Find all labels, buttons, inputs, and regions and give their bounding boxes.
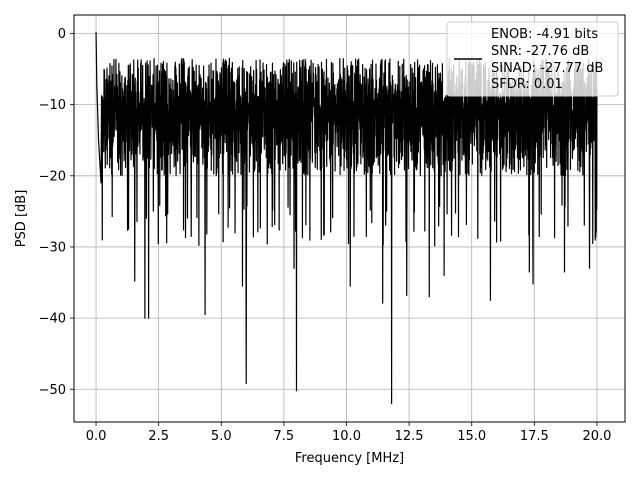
y-tick-label: −30 [39,240,66,255]
y-tick-label: −50 [39,383,66,398]
axes-frame [73,14,626,423]
x-tick-label: 7.5 [274,429,295,444]
y-axis-label: PSD [dB] [14,190,29,248]
y-tick-label: 0 [58,27,66,42]
legend-entry-enob: ENOB: -4.91 bits [491,27,598,42]
legend-box [446,21,619,97]
y-axis-ticks: 0 −10 −20 −30 −40 −50 [39,27,74,398]
legend-entry-sinad: SINAD: -27.77 dB [491,61,603,76]
x-tick-label: 10.0 [332,429,361,444]
x-tick-label: 2.5 [148,429,169,444]
x-tick-label: 20.0 [582,429,611,444]
legend: ENOB: -4.91 bits SNR: -27.76 dB SINAD: -… [446,21,619,97]
x-axis-label: Frequency [MHz] [295,451,404,466]
x-tick-label: 0.0 [86,429,107,444]
y-tick-label: −20 [39,169,66,184]
y-tick-label: −10 [39,98,66,113]
x-tick-label: 15.0 [457,429,486,444]
x-tick-label: 12.5 [395,429,424,444]
psd-series-line [95,32,598,405]
y-tick-label: −40 [39,312,66,327]
series-layer [95,32,598,405]
legend-entry-sfdr: SFDR: 0.01 [491,77,563,92]
x-axis-ticks: 0.0 2.5 5.0 7.5 10.0 12.5 15.0 17.5 20.0 [86,422,611,444]
x-tick-label: 17.5 [520,429,549,444]
legend-entry-snr: SNR: -27.76 dB [491,44,589,59]
x-tick-label: 5.0 [211,429,232,444]
